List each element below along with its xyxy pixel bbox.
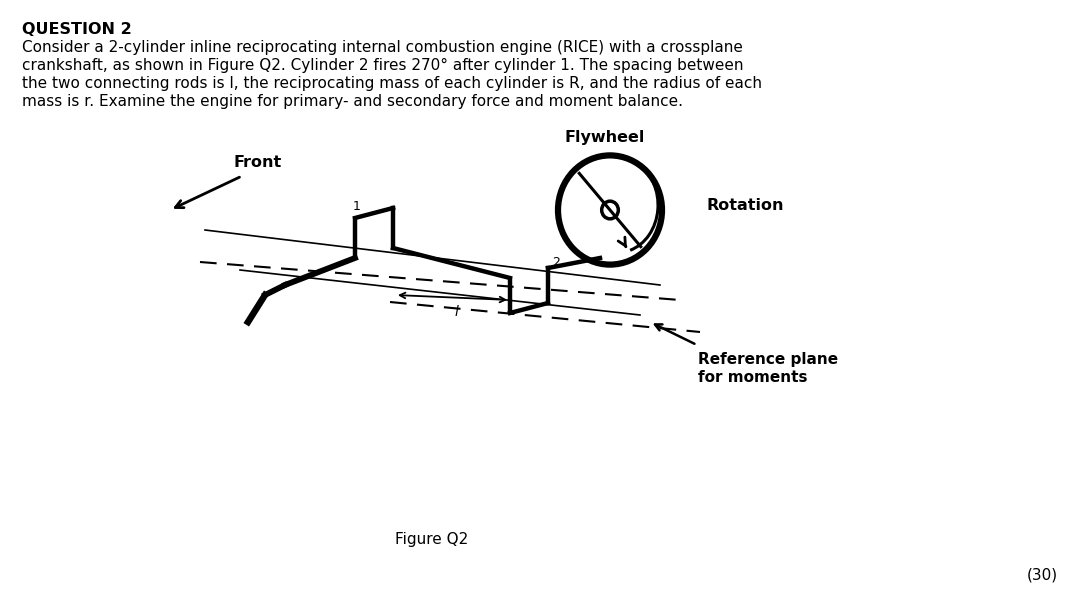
- Text: the two connecting rods is l, the reciprocating mass of each cylinder is R, and : the two connecting rods is l, the recipr…: [22, 76, 762, 91]
- Text: Front: Front: [234, 155, 282, 170]
- Text: Consider a 2-cylinder inline reciprocating internal combustion engine (RICE) wit: Consider a 2-cylinder inline reciprocati…: [22, 40, 743, 55]
- Text: Figure Q2: Figure Q2: [395, 532, 469, 547]
- Text: 2: 2: [552, 257, 559, 269]
- Text: Reference plane: Reference plane: [698, 352, 838, 367]
- Text: Flywheel: Flywheel: [565, 130, 645, 145]
- Text: crankshaft, as shown in Figure Q2. Cylinder 2 fires 270° after cylinder 1. The s: crankshaft, as shown in Figure Q2. Cylin…: [22, 58, 743, 73]
- Text: QUESTION 2: QUESTION 2: [22, 22, 132, 37]
- Text: (30): (30): [1027, 567, 1058, 582]
- Text: 1: 1: [353, 200, 361, 213]
- Text: for moments: for moments: [698, 370, 808, 385]
- Text: $l$: $l$: [454, 304, 459, 319]
- Text: mass is r. Examine the engine for primary- and secondary force and moment balanc: mass is r. Examine the engine for primar…: [22, 94, 683, 109]
- Text: Rotation: Rotation: [706, 197, 783, 212]
